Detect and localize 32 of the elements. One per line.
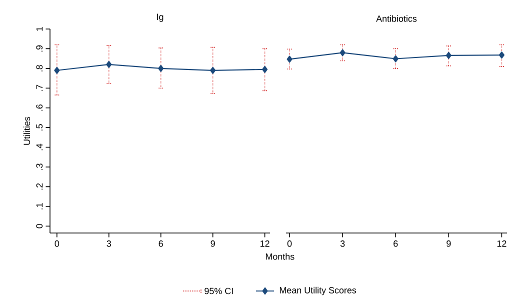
x-tick-label: 12	[497, 240, 506, 247]
y-tick-label: .8	[36, 65, 43, 72]
legend-label: Mean Utility Scores	[280, 286, 356, 296]
y-tick-label: .4	[36, 144, 43, 150]
y-tick-label: .2	[36, 183, 43, 190]
chart-title: Ig	[157, 14, 164, 22]
y-tick-label: .5	[36, 124, 43, 130]
x-tick-label: 3	[340, 240, 345, 247]
point	[498, 51, 504, 59]
x-tick-label: 9	[446, 240, 451, 247]
x-tick-label: 6	[394, 240, 398, 247]
point	[446, 52, 452, 59]
x-tick-label: 3	[106, 240, 112, 247]
text: 95% CI	[204, 288, 233, 294]
y-tick-label: .6	[36, 104, 43, 111]
y-tick-label: .7	[36, 84, 43, 92]
y-tick-label: .3	[36, 164, 43, 170]
x-tick-label: 0	[287, 240, 292, 247]
y-tick-label: 1	[36, 26, 43, 31]
chart-title: Antibiotics	[376, 15, 417, 22]
y-tick-label: 0	[36, 224, 43, 228]
y-tick-label: .1	[36, 203, 43, 210]
y-tick-label: .9	[36, 45, 43, 52]
x-tick-label: 0	[54, 240, 60, 247]
x-tick-label: 9	[210, 240, 215, 247]
x-axis-title: Months	[266, 253, 294, 260]
x-tick-label: 6	[158, 240, 163, 247]
y-axis-title: Utilities	[23, 116, 30, 145]
point	[340, 49, 346, 56]
point	[392, 55, 398, 62]
x-tick-label: 12	[260, 240, 270, 247]
point	[286, 56, 292, 63]
